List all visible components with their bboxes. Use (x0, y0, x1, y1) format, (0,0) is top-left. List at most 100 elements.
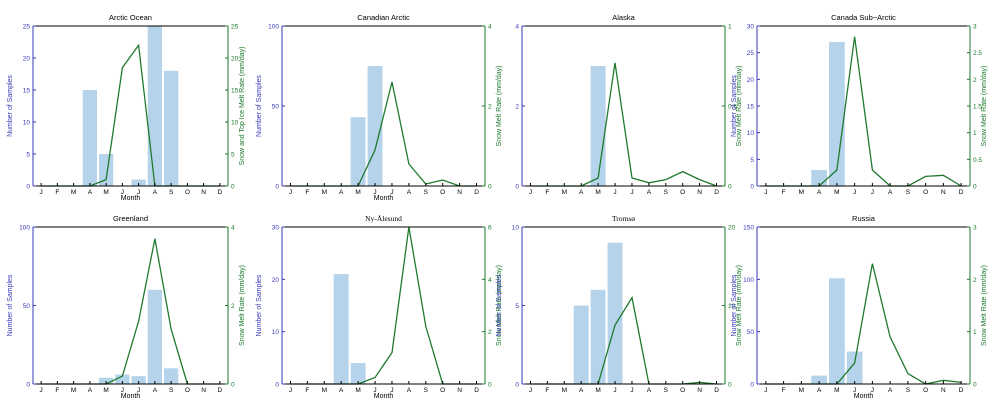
month-label: F (55, 387, 59, 394)
right-tick-label: 0 (728, 382, 732, 389)
panel-title: Canada Sub−Arctic (831, 13, 896, 22)
month-label: J (764, 387, 767, 394)
right-tick-label: 3 (973, 225, 977, 232)
month-label: M (71, 189, 76, 196)
panel-3: 0 2 4 0 0.5 1 J F M A M J J A S O N D Alaska Snow Melt Rate… (515, 13, 743, 196)
month-label: A (153, 189, 158, 196)
left-tick-label: 10 (23, 120, 31, 127)
month-label: J (529, 387, 532, 394)
month-label: M (799, 387, 804, 394)
left-tick-label: 0 (26, 382, 30, 389)
month-label: M (71, 387, 76, 394)
bar (131, 376, 146, 384)
bar (607, 242, 623, 384)
bar (99, 377, 114, 384)
month-label: A (153, 387, 158, 394)
month-label: O (440, 387, 445, 394)
month-label: S (424, 387, 429, 394)
panel-title: Tromsø (612, 214, 635, 223)
bar (350, 363, 366, 384)
month-label: S (906, 189, 911, 196)
month-label: D (959, 387, 964, 394)
month-label: J (121, 387, 124, 394)
month-label: J (137, 189, 140, 196)
left-axis-label: Number of Samples (256, 274, 263, 336)
month-label: A (817, 189, 822, 196)
month-label: J (390, 387, 393, 394)
left-tick-label: 5 (750, 157, 754, 164)
panel-1: 0 5 10 15 20 25 0 5 10 15 20 25 J F M A M J J A S O N D Arctic O… (7, 13, 246, 202)
right-tick-label: 0.5 (728, 104, 737, 111)
month-label: J (40, 189, 43, 196)
panel-title: Canadian Arctic (357, 13, 410, 22)
month-label: A (407, 189, 412, 196)
month-label: A (817, 387, 822, 394)
right-tick-label: 1 (973, 329, 977, 336)
bar (164, 70, 179, 186)
month-label: M (322, 387, 327, 394)
month-label: J (373, 387, 376, 394)
bar (147, 26, 162, 186)
left-tick-label: 4 (515, 24, 519, 31)
month-label: N (201, 189, 206, 196)
month-label: O (680, 189, 685, 196)
month-label: F (305, 387, 309, 394)
month-label: M (103, 189, 108, 196)
x-axis-label: Month (374, 195, 394, 202)
bar (590, 66, 606, 186)
bar (829, 278, 845, 384)
right-tick-label: 4 (488, 24, 492, 31)
right-tick-label: 6 (488, 225, 492, 232)
left-tick-label: 2 (515, 104, 519, 111)
left-axis-label: Number of Samples (7, 274, 14, 336)
right-axis-label: Snow Melt Rate (mm/day) (981, 66, 988, 147)
bar (115, 374, 130, 384)
bar (333, 274, 349, 384)
month-label: F (55, 189, 59, 196)
right-axis-label: Snow Melt Rate (mm/day) (736, 66, 743, 147)
right-tick-label: 5 (231, 152, 235, 159)
month-label: O (680, 387, 685, 394)
right-tick-label: 1 (728, 24, 732, 31)
month-label: A (888, 189, 893, 196)
month-label: M (834, 189, 839, 196)
left-tick-label: 25 (747, 50, 755, 57)
bar (99, 154, 114, 186)
month-label: D (474, 189, 479, 196)
month-label: N (457, 189, 462, 196)
left-tick-label: 0 (515, 382, 519, 389)
right-tick-label: 25 (231, 24, 239, 31)
left-tick-label: 0 (750, 382, 754, 389)
right-tick-label: 2 (488, 329, 492, 336)
month-label: M (834, 387, 839, 394)
month-label: S (906, 387, 911, 394)
month-label: J (529, 189, 532, 196)
month-label: A (339, 189, 344, 196)
month-label: J (871, 387, 874, 394)
bar (367, 66, 383, 186)
month-label: N (457, 387, 462, 394)
panel-title: Russia (852, 214, 876, 223)
right-tick-label: 20 (728, 225, 736, 232)
right-tick-label: 1 (973, 130, 977, 137)
bar (147, 289, 162, 384)
left-axis-label: Number of Samples (731, 274, 738, 336)
month-label: F (782, 387, 786, 394)
right-tick-label: 0 (231, 382, 235, 389)
month-label: J (871, 189, 874, 196)
month-label: F (305, 189, 309, 196)
melt-rate-line (290, 226, 477, 385)
panel-5: 0 50 100 0 2 4 J F M A M J J A S O N D Greenland Month Numbe… (7, 214, 246, 399)
left-axis-label: Number of Samples (731, 75, 738, 137)
left-tick-label: 30 (272, 225, 280, 232)
left-tick-label: 0 (275, 184, 279, 191)
month-label: S (664, 387, 669, 394)
month-label: A (888, 387, 893, 394)
right-axis-label: Snow Melt Rate (mm/day) (496, 66, 503, 147)
month-label: J (137, 387, 140, 394)
month-label: J (289, 189, 292, 196)
month-label: N (697, 189, 702, 196)
month-label: M (562, 387, 567, 394)
left-tick-label: 0 (750, 184, 754, 191)
month-label: A (88, 189, 93, 196)
